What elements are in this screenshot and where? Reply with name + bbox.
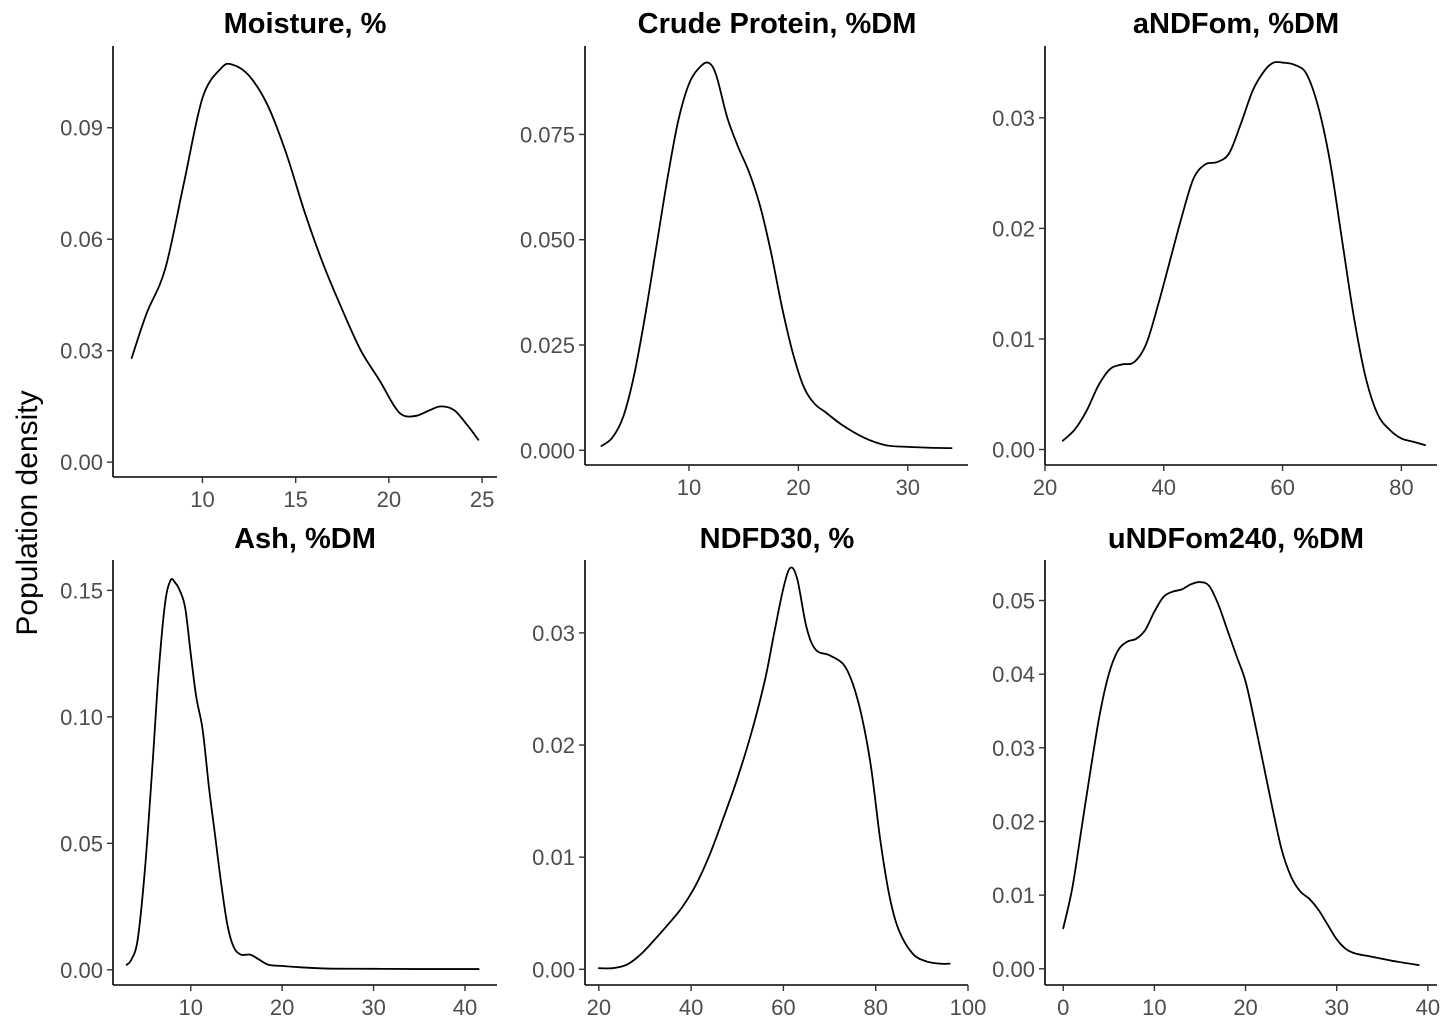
density-curve-moisture — [130, 62, 480, 441]
y-tick-label: 0.025 — [520, 333, 575, 358]
x-tick-label: 15 — [283, 487, 307, 512]
y-tick-label: 0.06 — [60, 227, 103, 252]
y-tick-label: 0.03 — [992, 106, 1035, 131]
y-tick-label: 0.00 — [60, 958, 103, 983]
y-tick-label: 0.02 — [992, 216, 1035, 241]
x-tick-label: 20 — [1233, 995, 1257, 1017]
density-curve-undfom240 — [1062, 581, 1420, 967]
y-tick-label: 0.00 — [60, 450, 103, 475]
y-tick-label: 0.050 — [520, 228, 575, 253]
panel-crude-protein: Crude Protein, %DM 0.000 0.025 0.050 0.075 10… — [520, 8, 968, 500]
y-tick-label: 0.01 — [992, 883, 1035, 908]
x-tick-label: 40 — [679, 995, 703, 1017]
panel-title: aNDFom, %DM — [1133, 8, 1339, 40]
x-tick-label: 20 — [377, 487, 401, 512]
x-tick-label: 0 — [1057, 995, 1069, 1017]
y-tick-label: 0.03 — [60, 339, 103, 364]
x-tick-label: 20 — [270, 995, 294, 1017]
x-tick-label: 30 — [1324, 995, 1348, 1017]
x-tick-label: 40 — [453, 995, 477, 1017]
x-tick-label: 80 — [863, 995, 887, 1017]
panels: Moisture, % 0.00 0.03 0.06 0.09 10 15 20 25 Crude… — [60, 8, 1440, 1017]
x-tick-label: 25 — [470, 487, 494, 512]
panel-undfom240: uNDFom240, %DM 0.00 0.01 0.02 0.03 0.04 0.05 0 1… — [992, 523, 1440, 1017]
x-tick-label: 10 — [677, 475, 701, 500]
panel-andfom: aNDFom, %DM 0.00 0.01 0.02 0.03 20 40 60 80 — [992, 8, 1437, 500]
y-tick-label: 0.02 — [532, 733, 575, 758]
x-tick-label: 100 — [950, 995, 987, 1017]
y-axis-label: Population density — [11, 390, 44, 635]
y-tick-label: 0.02 — [992, 809, 1035, 834]
x-tick-label: 30 — [896, 475, 920, 500]
y-tick-label: 0.10 — [60, 705, 103, 730]
density-curve-andfom — [1061, 61, 1427, 446]
x-tick-label: 20 — [1033, 475, 1057, 500]
y-tick-label: 0.01 — [992, 327, 1035, 352]
y-tick-label: 0.01 — [532, 845, 575, 870]
panel-ndfd30: NDFD30, % 0.00 0.01 0.02 0.03 20 40 60 80 100 — [532, 523, 986, 1017]
y-tick-label: 0.03 — [532, 621, 575, 646]
y-tick-label: 0.15 — [60, 578, 103, 603]
x-tick-label: 60 — [771, 995, 795, 1017]
panel-title: uNDFom240, %DM — [1108, 523, 1364, 555]
y-tick-label: 0.04 — [992, 662, 1035, 687]
y-tick-label: 0.000 — [520, 438, 575, 463]
panel-title: Crude Protein, %DM — [638, 8, 917, 40]
x-tick-label: 10 — [178, 995, 202, 1017]
density-curve-ndfd30 — [597, 566, 951, 970]
x-tick-label: 20 — [786, 475, 810, 500]
y-tick-label: 0.09 — [60, 116, 103, 141]
y-tick-label: 0.05 — [60, 831, 103, 856]
panel-moisture: Moisture, % 0.00 0.03 0.06 0.09 10 15 20 25 — [60, 8, 497, 512]
panel-ash: Ash, %DM 0.00 0.05 0.10 0.15 10 20 30 40 — [60, 523, 497, 1017]
x-tick-label: 60 — [1270, 475, 1294, 500]
panel-title: Ash, %DM — [234, 523, 376, 555]
x-tick-label: 20 — [587, 995, 611, 1017]
x-tick-label: 30 — [361, 995, 385, 1017]
y-tick-label: 0.03 — [992, 736, 1035, 761]
x-tick-label: 10 — [190, 487, 214, 512]
y-tick-label: 0.00 — [992, 438, 1035, 463]
y-tick-label: 0.05 — [992, 589, 1035, 614]
y-tick-label: 0.075 — [520, 122, 575, 147]
density-curve-ash — [125, 578, 480, 970]
panel-title: Moisture, % — [224, 8, 387, 40]
x-tick-label: 40 — [1416, 995, 1440, 1017]
y-tick-label: 0.00 — [992, 957, 1035, 982]
density-curve-crude-protein — [600, 61, 953, 450]
x-tick-label: 40 — [1152, 475, 1176, 500]
x-tick-label: 80 — [1389, 475, 1413, 500]
panel-title: NDFD30, % — [700, 523, 855, 555]
x-tick-label: 10 — [1142, 995, 1166, 1017]
y-tick-label: 0.00 — [532, 957, 575, 982]
